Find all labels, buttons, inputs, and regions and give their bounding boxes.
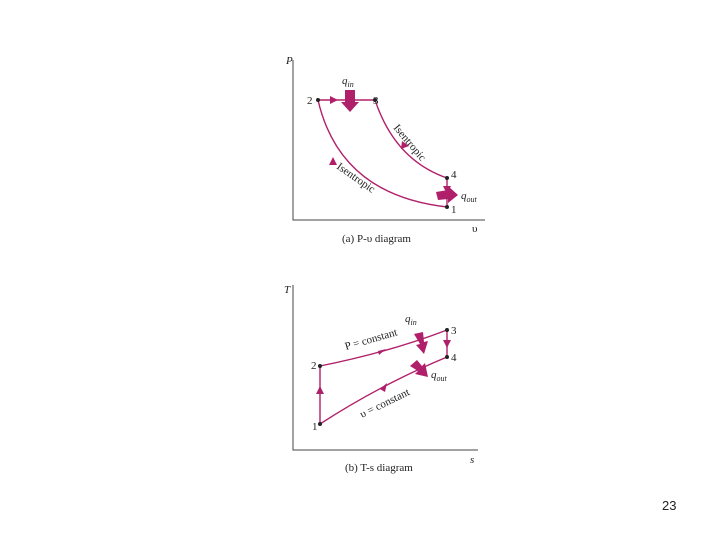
axis-label: P xyxy=(285,55,293,67)
point-label: 2 xyxy=(311,360,317,372)
process-line xyxy=(374,99,448,179)
state-point xyxy=(445,205,449,209)
point-label: 3 xyxy=(373,95,379,107)
point-label: 1 xyxy=(451,204,457,216)
caption: (b) T-s diagram xyxy=(345,462,413,474)
state-point xyxy=(373,98,377,102)
heat-arrow xyxy=(436,186,458,203)
state-point xyxy=(318,364,322,368)
state-point xyxy=(316,98,320,102)
state-point xyxy=(318,422,322,426)
caption: (a) P-υ diagram xyxy=(342,233,411,245)
process-line xyxy=(319,329,448,367)
state-point xyxy=(445,328,449,332)
heat-arrow xyxy=(410,360,428,377)
point-label: 3 xyxy=(451,325,457,337)
arrow xyxy=(401,141,409,149)
arrow xyxy=(316,386,324,394)
arrow xyxy=(443,340,451,348)
arrow xyxy=(330,96,338,104)
state-point xyxy=(445,176,449,180)
pv-diagram: P υ 1 2 3 4 qin qout Isentropic Isentrop… xyxy=(285,55,485,245)
arrow xyxy=(329,157,337,165)
process-line xyxy=(317,99,448,208)
point-label: 2 xyxy=(307,95,313,107)
process-label: Isentropic xyxy=(334,161,377,196)
axes xyxy=(292,285,478,451)
axes xyxy=(292,60,485,221)
process-label: Isentropic xyxy=(391,122,429,163)
state-point xyxy=(445,355,449,359)
ts-diagram: T s 1 2 3 4 qin qout P = constant υ = co… xyxy=(284,284,478,474)
arrow xyxy=(380,383,387,392)
axis-label: s xyxy=(470,454,474,466)
axis-label: T xyxy=(284,284,291,296)
axis-label: υ xyxy=(472,223,478,235)
heat-label: qout xyxy=(461,190,478,204)
heat-label: qin xyxy=(405,313,417,327)
point-label: 1 xyxy=(312,421,318,433)
page-number: 23 xyxy=(662,498,676,513)
heat-label: qout xyxy=(431,369,448,383)
heat-arrow xyxy=(414,332,428,354)
heat-label: qin xyxy=(342,75,354,89)
arrow xyxy=(378,349,386,355)
heat-arrow xyxy=(341,90,359,112)
point-label: 4 xyxy=(451,169,457,181)
point-label: 4 xyxy=(451,352,457,364)
